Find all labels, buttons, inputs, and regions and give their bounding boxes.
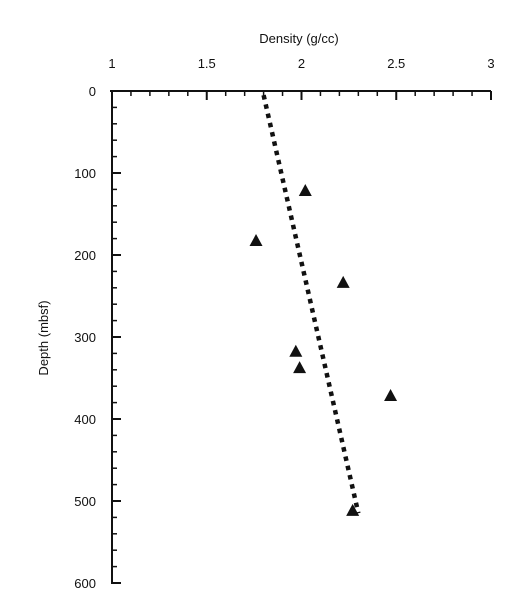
triangle-data-point — [346, 503, 360, 516]
x-tick-label: 1.5 — [198, 56, 216, 71]
y-axis-ticks: 0 100 200 300 400 500 600 — [74, 84, 121, 591]
x-axis-ticks: 1 1.5 2 2.5 3 — [108, 56, 495, 100]
triangle-data-point — [384, 389, 398, 402]
triangle-data-point — [289, 344, 303, 357]
x-tick-label: 3 — [487, 56, 494, 71]
y-tick-label: 0 — [89, 84, 96, 99]
triangle-data-point — [298, 184, 312, 197]
y-axis-title: Depth (mbsf) — [36, 300, 51, 375]
y-tick-label: 200 — [74, 248, 96, 263]
y-tick-label: 500 — [74, 494, 96, 509]
triangle-data-point — [336, 275, 350, 288]
y-tick-label: 400 — [74, 412, 96, 427]
triangle-data-point — [249, 234, 263, 247]
x-tick-label: 2.5 — [387, 56, 405, 71]
y-tick-label: 600 — [74, 576, 96, 591]
x-tick-label: 2 — [298, 56, 305, 71]
x-tick-label: 1 — [108, 56, 115, 71]
y-tick-label: 100 — [74, 166, 96, 181]
y-tick-label: 300 — [74, 330, 96, 345]
triangle-data-point — [293, 361, 307, 374]
trend-line — [261, 94, 361, 514]
x-axis-title: Density (g/cc) — [259, 31, 338, 46]
data-series — [249, 94, 398, 516]
